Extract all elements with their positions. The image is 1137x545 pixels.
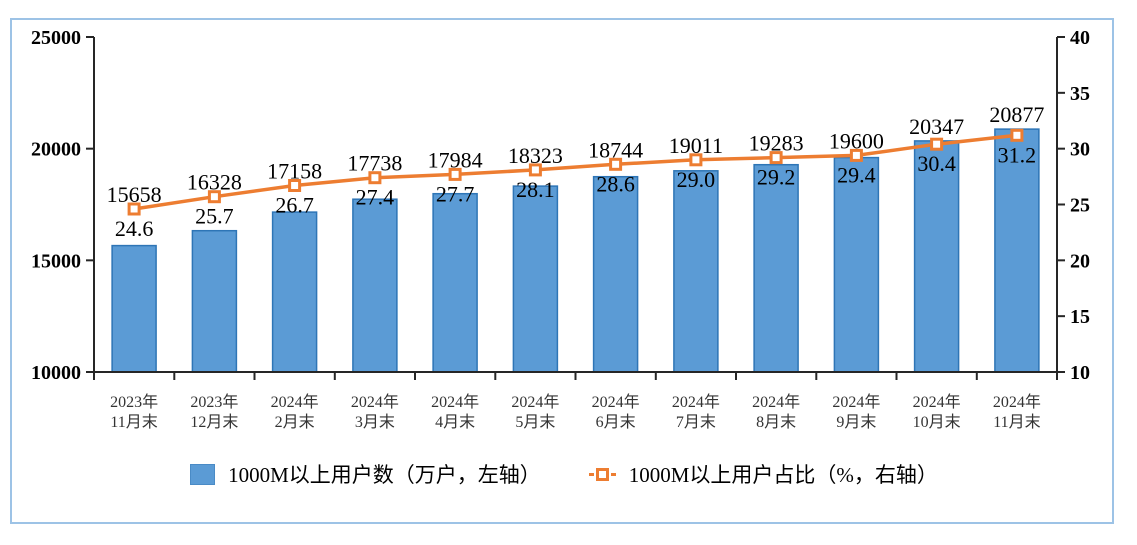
x-category-label: 11月末 <box>993 413 1040 431</box>
line-value-label: 29.4 <box>837 162 876 187</box>
left-axis-tick-label: 15000 <box>31 250 81 272</box>
line-value-label: 25.7 <box>195 204 234 229</box>
x-category-label: 2024年 <box>752 393 800 411</box>
x-category-label: 6月末 <box>596 413 636 431</box>
bar <box>191 229 238 373</box>
bar-series-swatch-icon <box>190 463 216 485</box>
line-value-label: 29.0 <box>677 167 716 192</box>
x-category-label: 2024年 <box>832 393 880 411</box>
bar <box>913 140 960 373</box>
x-category-label: 2024年 <box>672 393 720 411</box>
bar-value-label: 16328 <box>187 170 242 195</box>
bar <box>833 156 880 373</box>
right-axis-tick-label: 35 <box>1070 83 1090 105</box>
x-category-label: 2月末 <box>275 413 315 431</box>
x-category-label: 2024年 <box>993 393 1041 411</box>
bar-value-label: 15658 <box>107 182 162 207</box>
line-marker <box>368 171 382 185</box>
x-category-label: 2024年 <box>913 393 961 411</box>
x-category-label: 2024年 <box>351 393 399 411</box>
x-category-label: 2024年 <box>511 393 559 411</box>
bar-value-label: 20877 <box>989 102 1044 127</box>
line-marker <box>609 157 623 171</box>
right-axis-tick-label: 25 <box>1070 195 1090 217</box>
bar <box>512 185 559 373</box>
bar <box>592 175 639 373</box>
line-value-label: 30.4 <box>917 151 956 176</box>
line-marker <box>689 153 703 167</box>
left-axis-tick-label: 20000 <box>31 139 81 161</box>
right-axis-tick-label: 30 <box>1070 139 1090 161</box>
x-category-label: 2023年 <box>190 393 238 411</box>
line-marker <box>207 190 221 204</box>
x-category-label: 8月末 <box>756 413 796 431</box>
x-category-label: 12月末 <box>190 413 238 431</box>
bar <box>753 163 799 373</box>
bar-value-label: 19283 <box>749 131 804 156</box>
bar <box>432 192 478 373</box>
right-axis-tick-label: 40 <box>1070 27 1090 49</box>
bar <box>271 211 318 373</box>
line-value-label: 28.1 <box>516 177 555 202</box>
x-category-label: 2024年 <box>431 393 479 411</box>
x-category-label: 11月末 <box>110 413 157 431</box>
bar-value-label: 20347 <box>909 114 964 139</box>
line-value-label: 27.7 <box>436 181 475 206</box>
bar <box>352 198 398 373</box>
bar-value-label: 17738 <box>347 151 402 176</box>
x-category-label: 9月末 <box>836 413 876 431</box>
right-axis-tick-label: 10 <box>1070 362 1090 384</box>
line-value-label: 28.6 <box>596 171 635 196</box>
bar-value-label: 19011 <box>669 133 723 158</box>
bar <box>673 170 719 373</box>
x-category-label: 2024年 <box>271 393 319 411</box>
x-category-label: 4月末 <box>435 413 475 431</box>
x-category-label: 2023年 <box>110 393 158 411</box>
left-axis-tick-label: 25000 <box>31 27 81 49</box>
line-series <box>133 133 1018 211</box>
line-marker <box>448 167 462 181</box>
left-axis-tick-label: 10000 <box>31 362 81 384</box>
line-marker <box>930 137 944 151</box>
right-axis-tick-label: 20 <box>1070 250 1090 272</box>
bar-value-label: 17984 <box>428 147 483 172</box>
bar <box>111 244 157 373</box>
line-marker <box>288 179 302 192</box>
x-category-label: 10月末 <box>913 413 961 431</box>
x-category-label: 7月末 <box>676 413 716 431</box>
bar-value-label: 18323 <box>508 143 563 168</box>
line-value-label: 27.4 <box>356 185 395 210</box>
line-series-label: 1000M以上用户占比（%，右轴） <box>628 463 938 487</box>
x-category-label: 3月末 <box>355 413 395 431</box>
bar-value-label: 19600 <box>829 128 884 153</box>
x-category-label: 2024年 <box>592 393 640 411</box>
line-value-label: 31.2 <box>998 142 1037 167</box>
line-marker <box>127 202 141 216</box>
line-value-label: 24.6 <box>115 216 154 241</box>
line-marker <box>1010 128 1024 142</box>
x-category-label: 5月末 <box>515 413 555 431</box>
line-value-label: 26.7 <box>275 193 314 218</box>
legend: 1000M以上用户数（万户，左轴） 1000M以上用户占比（%，右轴） <box>12 456 1116 492</box>
line-marker <box>528 163 542 177</box>
line-value-label: 29.2 <box>757 165 796 190</box>
legend-item-users: 1000M以上用户数（万户，左轴） <box>190 459 541 489</box>
line-series-marker-icon <box>588 467 616 481</box>
bar-value-label: 17158 <box>267 159 322 184</box>
line-marker <box>769 151 783 165</box>
right-axis-tick-label: 15 <box>1070 306 1090 328</box>
bar-series-label: 1000M以上用户数（万户，左轴） <box>228 463 541 487</box>
line-marker <box>849 148 863 162</box>
bar-value-label: 18744 <box>588 137 643 162</box>
legend-item-share: 1000M以上用户占比（%，右轴） <box>588 459 938 489</box>
